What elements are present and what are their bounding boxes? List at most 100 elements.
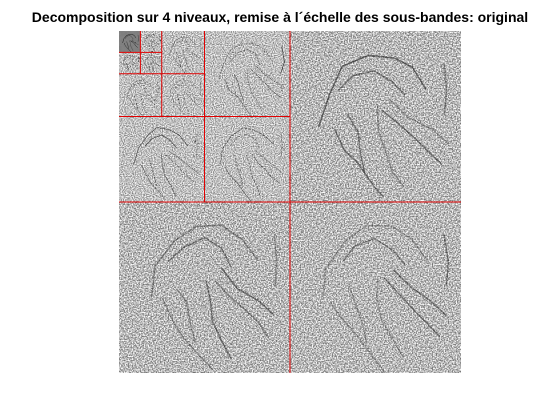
subband-level2-horizontal-speck [246, 104, 248, 106]
subband-level1-vertical-speck [203, 301, 205, 303]
subband-level1-horizontal-speck [359, 135, 361, 137]
subband-level2-horizontal-contour-6 [246, 69, 263, 111]
subband-level1-vertical-speck [268, 236, 269, 237]
subband-level1-vertical [119, 202, 290, 373]
subband-level1-horizontal-speck [439, 79, 441, 80]
subband-level1-diagonal-speck [363, 246, 365, 248]
subband-level1-horizontal-speck [384, 192, 386, 194]
subband-level1-vertical-speck [181, 241, 183, 242]
subband-level3-vertical-contour-3 [141, 93, 157, 108]
subband-level2-diagonal-speck [262, 135, 264, 136]
subband-level1-vertical-speck [237, 282, 239, 284]
subband-level2-horizontal-speck [255, 55, 257, 57]
subband-level1-diagonal-speck [393, 269, 395, 271]
subband-level2-diagonal-contour-7 [280, 132, 283, 160]
subband-level1-diagonal-speck [360, 304, 362, 306]
subband-level1-vertical-speck [160, 284, 161, 286]
subband-level1-diagonal-speck [378, 297, 380, 299]
subband-level1-horizontal-speck [351, 69, 353, 71]
subband-level2-diagonal-speck [260, 165, 262, 167]
subband-level1-horizontal-speck [392, 169, 394, 171]
subband-level1-horizontal-speck [344, 73, 345, 74]
subband-level1-diagonal-speck [368, 361, 370, 362]
subband-level1-diagonal-speck [369, 345, 371, 347]
subband-level1-horizontal-contour-6 [376, 105, 405, 188]
subband-level1-vertical-speck [209, 294, 211, 296]
subband-level1-diagonal-speck [391, 228, 393, 230]
subband-level1-vertical-speck [190, 301, 192, 303]
subband-level2-vertical-speck [173, 187, 174, 189]
subband-level3-horizontal-contour-2 [172, 55, 186, 74]
subband-level1-diagonal-speck [367, 357, 369, 359]
subband-level1-vertical-speck [169, 308, 171, 309]
subband-level1-horizontal-speck [440, 118, 442, 120]
subband-level1-vertical-speck [256, 255, 258, 256]
subband-level1-diagonal-speck [447, 269, 449, 271]
subband-level1-diagonal-speck [333, 260, 335, 262]
subband-level3-diagonal-contour-7 [200, 81, 202, 96]
subband-level1-diagonal-speck [398, 349, 399, 350]
subband-level4-vertical-contour-1 [124, 56, 134, 61]
subband-level1-vertical-speck [236, 278, 238, 280]
subband-level2-horizontal-speck [232, 52, 234, 54]
subband-level2-diagonal-speck [262, 154, 264, 156]
subband-level1-horizontal-speck [427, 78, 429, 79]
subband-level3-diagonal-speck [175, 86, 177, 88]
subband-level1-diagonal-speck [366, 317, 368, 319]
subband-level1-horizontal-speck [353, 131, 355, 133]
subband-level2-diagonal-speck [270, 169, 272, 171]
subband-level2-diagonal-noise [204, 116, 290, 202]
subband-level3-diagonal-speck [183, 101, 185, 103]
subband-level1-diagonal-speck [452, 256, 454, 258]
subband-level1-horizontal-speck [344, 153, 346, 155]
subband-level1-horizontal-speck [447, 149, 449, 151]
subband-level4-vertical-contour-2 [124, 64, 132, 74]
subband-level3-vertical-speck [156, 95, 158, 96]
subband-level1-diagonal-speck [383, 238, 385, 240]
subband-level1-horizontal-speck [439, 83, 441, 85]
subband-level2-horizontal-speck [278, 99, 279, 101]
subband-level3-horizontal-speck [184, 70, 186, 72]
subband-level4-horizontal-contour-4 [153, 39, 161, 46]
subband-level1-horizontal-speck [394, 177, 396, 179]
subband-level1-horizontal-speck [440, 105, 442, 106]
subband-level1-vertical-speck [166, 309, 167, 310]
subband-level1-horizontal-speck [409, 123, 410, 125]
subband-level1-horizontal-speck [401, 119, 403, 120]
subband-level1-diagonal-speck [327, 278, 328, 280]
subband-level1-vertical-speck [221, 249, 223, 251]
subband-level1-horizontal-speck [355, 168, 357, 170]
subband-level2-vertical-contour-5 [149, 159, 158, 187]
subband-level2-diagonal-contour-5 [235, 157, 243, 187]
subband-level1-horizontal-speck [359, 125, 361, 127]
subband-level1-vertical-speck [279, 245, 281, 247]
subband-level1-diagonal-speck [396, 249, 398, 251]
subband-level1-vertical-speck [271, 331, 273, 333]
subband-level1-horizontal-speck [358, 117, 360, 119]
subband-level1-vertical-speck [215, 317, 217, 319]
subband-level4-horizontal-contour-5 [147, 41, 151, 49]
subband-level4-diagonal-speck [151, 63, 153, 64]
subband-approximation-contour-0 [122, 33, 137, 44]
subband-approximation-contour-1 [125, 35, 134, 40]
subband-level1-horizontal-speck [441, 146, 443, 147]
subband-level1-diagonal-speck [383, 248, 385, 250]
subband-level1-diagonal-speck [365, 330, 367, 331]
subband-level3-horizontal-contour-6 [182, 49, 191, 72]
subband-level2-diagonal-speck [240, 184, 242, 185]
subband-level1-diagonal-speck [433, 330, 435, 331]
subband-level1-horizontal-speck [416, 151, 418, 153]
subband-level1-horizontal-contour-7 [443, 63, 448, 116]
subband-level3-horizontal-speck [172, 45, 174, 47]
figure-title: Decomposition sur 4 niveaux, remise à l´… [31, 9, 529, 25]
subband-level1-vertical-speck [179, 334, 181, 336]
subband-level1-horizontal-speck [352, 117, 354, 119]
subband-level3-vertical-speck [144, 82, 146, 84]
subband-level2-horizontal-contour-4 [256, 66, 285, 87]
subband-level1-horizontal-contour-5 [347, 113, 366, 174]
subband-level1-vertical-speck [244, 243, 246, 245]
subband-level1-vertical-speck [187, 243, 189, 245]
subband-level1-horizontal-speck [407, 135, 409, 137]
subband-level1-diagonal-speck [378, 314, 380, 316]
subband-level1-vertical-contour-7 [273, 233, 278, 287]
